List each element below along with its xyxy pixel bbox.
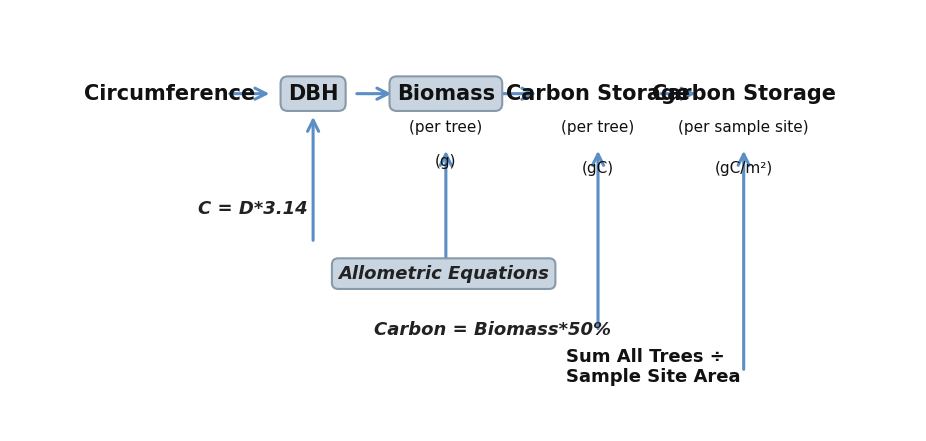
Text: Biomass: Biomass — [397, 84, 494, 104]
Text: (per sample site): (per sample site) — [679, 120, 809, 135]
Text: Sum All Trees ÷
Sample Site Area: Sum All Trees ÷ Sample Site Area — [567, 348, 741, 386]
Text: Carbon Storage: Carbon Storage — [652, 84, 835, 104]
Text: (gC/m²): (gC/m²) — [715, 161, 773, 176]
Text: (per tree): (per tree) — [561, 120, 634, 135]
Text: Circumference: Circumference — [84, 84, 256, 104]
Text: Carbon = Biomass*50%: Carbon = Biomass*50% — [374, 321, 611, 339]
Text: (gC): (gC) — [582, 161, 614, 176]
Text: DBH: DBH — [288, 84, 338, 104]
Text: Carbon Storage: Carbon Storage — [506, 84, 690, 104]
Text: (per tree): (per tree) — [409, 120, 482, 135]
Text: Allometric Equations: Allometric Equations — [338, 265, 549, 283]
Text: C = D*3.14: C = D*3.14 — [198, 200, 308, 218]
Text: (g): (g) — [435, 154, 457, 169]
